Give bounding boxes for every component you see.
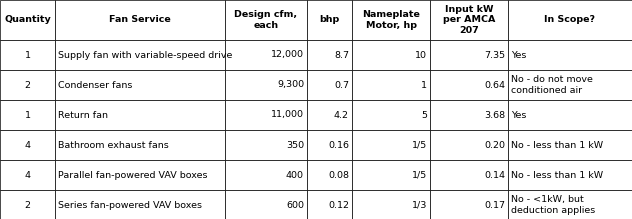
Bar: [225, 0, 307, 40]
Bar: [225, 70, 307, 100]
Text: 4.2: 4.2: [334, 111, 349, 120]
Text: 1: 1: [25, 111, 30, 120]
Text: 400: 400: [286, 171, 304, 180]
Bar: [55, 0, 225, 40]
Bar: [430, 100, 508, 130]
Text: 600: 600: [286, 201, 304, 210]
Text: 7.35: 7.35: [484, 51, 505, 60]
Text: Bathroom exhaust fans: Bathroom exhaust fans: [58, 141, 169, 150]
Text: 12,000: 12,000: [271, 51, 304, 60]
Bar: [0, 160, 55, 190]
Text: Series fan-powered VAV boxes: Series fan-powered VAV boxes: [58, 201, 202, 210]
Bar: [0, 130, 55, 160]
Text: Design cfm,
each: Design cfm, each: [234, 10, 298, 30]
Bar: [0, 100, 55, 130]
Text: Fan Service: Fan Service: [109, 16, 171, 25]
Bar: [430, 40, 508, 70]
Text: 0.7: 0.7: [334, 81, 349, 90]
Text: 4: 4: [25, 171, 30, 180]
Bar: [430, 160, 508, 190]
Bar: [55, 40, 225, 70]
Text: 0.14: 0.14: [484, 171, 505, 180]
Bar: [352, 70, 430, 100]
Bar: [508, 130, 632, 160]
Text: 0.20: 0.20: [484, 141, 505, 150]
Bar: [430, 190, 508, 219]
Bar: [352, 40, 430, 70]
Bar: [307, 190, 352, 219]
Text: 11,000: 11,000: [271, 111, 304, 120]
Text: 1/3: 1/3: [411, 201, 427, 210]
Text: Parallel fan-powered VAV boxes: Parallel fan-powered VAV boxes: [58, 171, 207, 180]
Bar: [0, 40, 55, 70]
Bar: [55, 100, 225, 130]
Bar: [508, 160, 632, 190]
Bar: [225, 160, 307, 190]
Text: 5: 5: [421, 111, 427, 120]
Text: 2: 2: [25, 201, 30, 210]
Text: Supply fan with variable-speed drive: Supply fan with variable-speed drive: [58, 51, 233, 60]
Bar: [307, 100, 352, 130]
Text: 4: 4: [25, 141, 30, 150]
Bar: [307, 160, 352, 190]
Text: Yes: Yes: [511, 111, 526, 120]
Text: 0.08: 0.08: [328, 171, 349, 180]
Bar: [352, 190, 430, 219]
Bar: [430, 0, 508, 40]
Text: 1/5: 1/5: [412, 171, 427, 180]
Bar: [508, 190, 632, 219]
Bar: [225, 190, 307, 219]
Bar: [352, 130, 430, 160]
Bar: [508, 0, 632, 40]
Text: Return fan: Return fan: [58, 111, 108, 120]
Bar: [225, 130, 307, 160]
Text: No - less than 1 kW: No - less than 1 kW: [511, 141, 603, 150]
Bar: [430, 70, 508, 100]
Bar: [307, 70, 352, 100]
Text: 0.12: 0.12: [328, 201, 349, 210]
Text: 3.68: 3.68: [484, 111, 505, 120]
Text: Nameplate
Motor, hp: Nameplate Motor, hp: [362, 10, 420, 30]
Text: 350: 350: [286, 141, 304, 150]
Text: No - <1kW, but
deduction applies: No - <1kW, but deduction applies: [511, 195, 595, 215]
Bar: [55, 70, 225, 100]
Text: Yes: Yes: [511, 51, 526, 60]
Bar: [55, 190, 225, 219]
Text: 0.64: 0.64: [484, 81, 505, 90]
Bar: [352, 0, 430, 40]
Text: 0.17: 0.17: [484, 201, 505, 210]
Bar: [307, 40, 352, 70]
Text: 8.7: 8.7: [334, 51, 349, 60]
Bar: [0, 70, 55, 100]
Text: Quantity: Quantity: [4, 16, 51, 25]
Text: 1: 1: [421, 81, 427, 90]
Text: No - less than 1 kW: No - less than 1 kW: [511, 171, 603, 180]
Bar: [352, 100, 430, 130]
Bar: [225, 100, 307, 130]
Text: 1/5: 1/5: [412, 141, 427, 150]
Bar: [55, 130, 225, 160]
Bar: [0, 190, 55, 219]
Text: 0.16: 0.16: [328, 141, 349, 150]
Text: bhp: bhp: [319, 16, 339, 25]
Text: 9,300: 9,300: [277, 81, 304, 90]
Bar: [55, 160, 225, 190]
Text: 2: 2: [25, 81, 30, 90]
Bar: [508, 100, 632, 130]
Bar: [307, 130, 352, 160]
Text: 1: 1: [25, 51, 30, 60]
Bar: [352, 160, 430, 190]
Text: 10: 10: [415, 51, 427, 60]
Bar: [307, 0, 352, 40]
Bar: [508, 70, 632, 100]
Bar: [0, 0, 55, 40]
Bar: [225, 40, 307, 70]
Text: Condenser fans: Condenser fans: [58, 81, 132, 90]
Bar: [508, 40, 632, 70]
Bar: [430, 130, 508, 160]
Text: No - do not move
conditioned air: No - do not move conditioned air: [511, 75, 593, 95]
Text: In Scope?: In Scope?: [545, 16, 595, 25]
Text: Input kW
per AMCA
207: Input kW per AMCA 207: [443, 5, 495, 35]
